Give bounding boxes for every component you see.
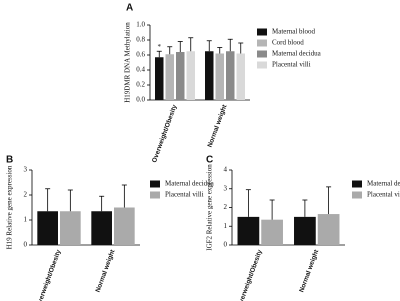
y-axis-label: H19DMR DNA Methylation — [124, 22, 132, 103]
bar — [294, 216, 316, 245]
bar — [205, 51, 214, 100]
bar — [215, 53, 224, 100]
bar — [155, 57, 164, 100]
x-tick-label: Overweight/Obesity — [35, 249, 63, 301]
legend-label: Placental villi — [367, 191, 400, 199]
legend-swatch — [257, 61, 267, 69]
y-tick-label: 0.2 — [136, 81, 145, 89]
y-axis-label: H19 Relative gene expression — [6, 165, 14, 249]
y-tick-label: 0.0 — [136, 96, 145, 104]
legend-swatch — [352, 191, 362, 199]
x-tick-label: Normal weight — [95, 248, 117, 293]
legend-label: Cord blood — [272, 39, 304, 47]
bar — [261, 219, 283, 245]
y-tick-label: 0.4 — [136, 66, 145, 74]
legend-swatch — [257, 50, 267, 58]
legend-label: Maternal decidua — [367, 180, 400, 188]
x-tick-label: Overweight/Obesity — [151, 104, 179, 164]
legend-swatch — [150, 180, 160, 188]
x-tick-label: Normal weight — [298, 248, 320, 293]
y-tick-label: 0.6 — [136, 51, 145, 59]
bar — [226, 51, 235, 100]
bar — [165, 54, 174, 100]
y-tick-label: 1 — [24, 216, 28, 224]
y-tick-label: 2 — [224, 203, 228, 211]
y-tick-label: 3 — [224, 184, 228, 192]
bar — [186, 51, 195, 100]
legend-swatch — [352, 180, 362, 188]
bar — [317, 214, 340, 245]
panel-label: C — [206, 155, 213, 166]
y-axis-label: IGF2 Relative gene expression — [206, 164, 214, 251]
x-tick-label: Normal weight — [207, 103, 229, 148]
legend-label: Maternal decidua — [272, 50, 322, 58]
bar — [176, 52, 185, 100]
legend-swatch — [257, 39, 267, 47]
y-tick-label: 0.8 — [136, 36, 145, 44]
y-tick-label: 1.0 — [136, 21, 145, 29]
legend-label: Maternal decidua — [165, 180, 215, 188]
legend-swatch — [257, 28, 267, 36]
bar — [37, 211, 58, 245]
y-tick-label: 3 — [24, 166, 28, 174]
bar — [91, 211, 112, 245]
y-tick-label: 0 — [224, 241, 228, 249]
annotation: * — [158, 43, 162, 51]
legend-label: Placental villi — [165, 191, 204, 199]
panel-label: B — [6, 155, 13, 166]
y-tick-label: 4 — [224, 166, 228, 174]
bar — [237, 216, 260, 245]
y-tick-label: 1 — [224, 222, 228, 230]
legend-swatch — [150, 191, 160, 199]
bar — [60, 211, 81, 245]
legend-label: Placental villi — [272, 61, 311, 69]
y-tick-label: 0 — [24, 241, 28, 249]
panel-label: A — [126, 3, 133, 14]
y-tick-label: 2 — [24, 191, 28, 199]
bar — [236, 53, 245, 100]
x-tick-label: Overweight/Obesity — [236, 249, 264, 301]
bar — [114, 207, 135, 245]
legend-label: Maternal blood — [272, 28, 315, 36]
